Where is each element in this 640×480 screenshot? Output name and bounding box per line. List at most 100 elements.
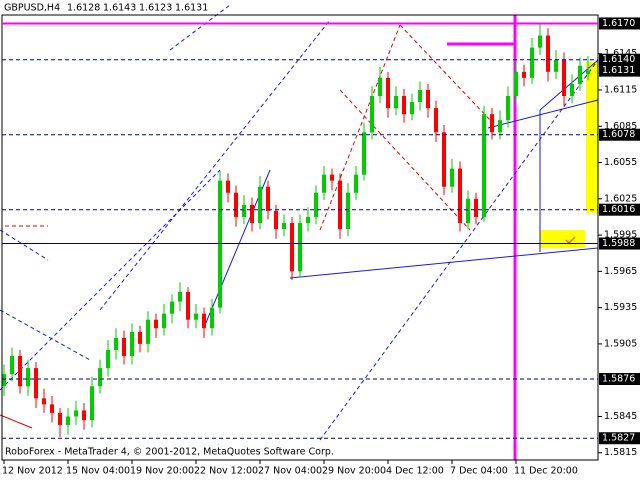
- x-tick-label: 15 Nov 04:00: [66, 466, 130, 477]
- candle-body: [194, 313, 198, 320]
- candle-body: [138, 331, 142, 344]
- candle-body: [330, 174, 334, 181]
- candle-body: [458, 168, 462, 223]
- open-value: 1.6128: [67, 3, 100, 14]
- red-channel: [339, 89, 471, 231]
- candle-body: [586, 70, 590, 75]
- candle-body: [106, 349, 110, 369]
- candle-body: [258, 186, 262, 223]
- candle-body: [394, 96, 398, 109]
- candle-body: [98, 368, 102, 387]
- level-label-box: [599, 203, 640, 216]
- target-box: [540, 230, 585, 248]
- candle-body: [498, 120, 502, 133]
- low-value: 1.6123: [139, 3, 172, 14]
- candle-body: [474, 198, 478, 217]
- candle-body: [218, 180, 222, 308]
- footer: RoboForex - MetaTrader 4, © 2001-2012, M…: [5, 447, 334, 458]
- level-label: 1.6170: [602, 18, 635, 29]
- candle-body: [242, 204, 246, 217]
- level-label: 1.6078: [602, 129, 635, 140]
- target-zone: [586, 62, 598, 213]
- candle-body: [18, 356, 22, 387]
- channel-line: [0, 309, 91, 361]
- symbol: GBPUSD,H4: [4, 3, 60, 14]
- candle-body: [226, 180, 230, 193]
- candle-body: [466, 198, 470, 223]
- candle-body: [74, 410, 78, 417]
- candle-body: [170, 301, 174, 314]
- level-label: 1.6016: [602, 204, 635, 215]
- candle-body: [554, 59, 558, 72]
- candle-body: [34, 368, 38, 399]
- x-tick-label: 7 Dec 04:00: [450, 466, 508, 477]
- candle-body: [570, 83, 574, 97]
- red-line: [0, 414, 33, 429]
- current-price: 1.6131: [602, 65, 635, 76]
- x-tick-label: 4 Dec 12:00: [386, 466, 444, 477]
- candle-body: [114, 337, 118, 350]
- level-label-box: [599, 53, 640, 66]
- candle-body: [402, 96, 406, 115]
- candle-body: [298, 222, 302, 272]
- candle-body: [538, 35, 542, 48]
- trend-line: [289, 247, 599, 279]
- candle-body: [82, 410, 86, 421]
- level-label: 1.5876: [602, 373, 635, 384]
- y-tick-label: 1.6085: [604, 121, 637, 132]
- candle-body: [306, 216, 310, 223]
- candle-body: [434, 108, 438, 133]
- level-label-box: [599, 372, 640, 385]
- y-tick-label: 1.5995: [604, 230, 637, 241]
- y-tick-label: 1.6115: [604, 84, 637, 95]
- x-tick-label: 22 Nov 12:00: [194, 466, 258, 477]
- level-label-box: [599, 128, 640, 141]
- candles: [2, 23, 590, 438]
- candle-body: [26, 368, 30, 387]
- high-value: 1.6143: [103, 3, 136, 14]
- x-tick-label: 11 Dec 20:00: [514, 466, 578, 477]
- candle-body: [314, 192, 318, 217]
- y-tick-label: 1.6025: [604, 193, 637, 204]
- candle-body: [450, 168, 454, 187]
- candle-body: [546, 35, 550, 72]
- candle-body: [378, 77, 382, 97]
- level-label: 1.5988: [602, 238, 635, 249]
- candle-body: [146, 319, 150, 344]
- candle-body: [522, 71, 526, 78]
- x-tick-label: 29 Nov 20:00: [322, 466, 386, 477]
- x-tick-label: 12 Nov 2012: [2, 466, 63, 477]
- analysis-drawings: [0, 4, 599, 460]
- candle-body: [274, 210, 278, 230]
- candle-body: [66, 416, 70, 425]
- candle-body: [346, 192, 350, 230]
- price-label-box: [599, 64, 640, 77]
- candle-body: [234, 192, 238, 217]
- candle-body: [202, 313, 206, 329]
- check-mark: [565, 236, 576, 245]
- header: GBPUSD,H4 1.6128 1.6143 1.6123 1.6131: [4, 3, 208, 14]
- candle-body: [250, 204, 254, 223]
- channel-line: [0, 169, 221, 391]
- channel-line: [169, 4, 231, 51]
- candle-body: [2, 374, 6, 387]
- x-tick-label: 19 Nov 20:00: [130, 466, 194, 477]
- level-label: 1.5827: [602, 433, 635, 444]
- level-label: 1.6140: [602, 54, 635, 65]
- candle-body: [290, 222, 294, 272]
- candle-body: [90, 386, 94, 421]
- x-tick-label: 27 Nov 04:00: [258, 466, 322, 477]
- y-tick-label: 1.5965: [604, 266, 637, 277]
- y-tick-label: 1.6145: [604, 48, 637, 59]
- candle-body: [370, 96, 374, 133]
- trend-line: [487, 99, 599, 129]
- level-label-box: [599, 237, 640, 250]
- candle-body: [282, 222, 286, 230]
- candle-body: [442, 132, 446, 187]
- candle-body: [122, 337, 126, 357]
- candle-body: [10, 356, 14, 375]
- y-tick-label: 1.6055: [604, 157, 637, 168]
- level-label-box: [599, 17, 640, 30]
- close-value: 1.6131: [175, 3, 208, 14]
